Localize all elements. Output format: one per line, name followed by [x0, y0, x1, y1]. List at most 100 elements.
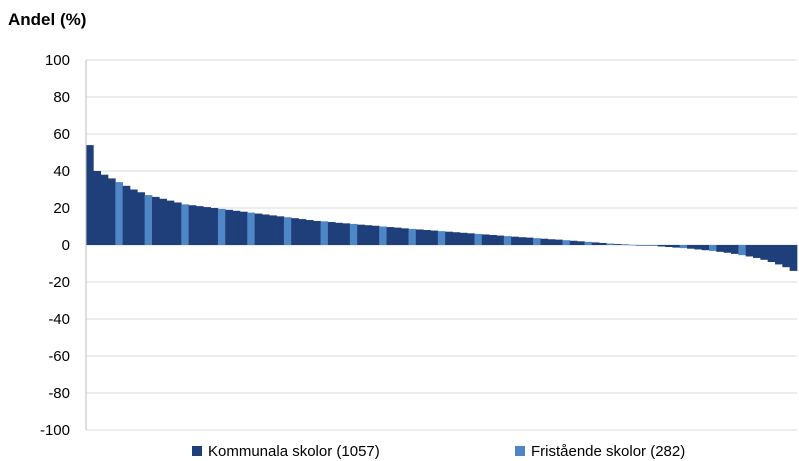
bar	[291, 218, 299, 245]
bar	[731, 245, 739, 254]
bar	[782, 245, 791, 268]
bar	[452, 232, 461, 245]
bar	[533, 238, 541, 245]
bar	[621, 244, 629, 246]
y-tick-label: 0	[62, 237, 70, 254]
bar	[628, 244, 637, 246]
bar	[760, 245, 769, 260]
y-tick-labels: 100 80 60 40 20 0 -20 -40 -60 -80 -100	[40, 52, 70, 439]
bar	[723, 245, 732, 253]
bar	[745, 245, 754, 257]
bar	[577, 241, 585, 245]
bar	[709, 245, 717, 251]
bar	[137, 192, 145, 245]
bar	[775, 245, 783, 265]
bar	[599, 242, 607, 245]
bar	[203, 207, 211, 245]
bar	[511, 236, 519, 245]
bar	[738, 245, 747, 256]
bar	[701, 245, 710, 251]
bar	[415, 229, 424, 245]
bar	[320, 221, 329, 245]
legend: Kommunala skolor (1057) Fristående skolo…	[192, 443, 685, 460]
legend-label-kommunala: Kommunala skolor (1057)	[208, 443, 380, 460]
bar	[144, 195, 153, 245]
bar	[151, 196, 160, 245]
bar	[437, 231, 446, 245]
bar	[93, 171, 102, 245]
legend-swatch-fristaende	[515, 446, 525, 456]
bar	[313, 220, 321, 245]
bar	[503, 236, 512, 245]
bar	[540, 238, 549, 245]
bar	[408, 228, 417, 245]
y-tick-label: -100	[40, 422, 70, 439]
bar	[401, 228, 409, 245]
bar	[122, 185, 131, 245]
y-tick-label: -20	[48, 274, 70, 291]
bar	[276, 216, 285, 245]
bar	[423, 230, 431, 245]
y-tick-label: 20	[53, 200, 70, 217]
bar	[129, 189, 138, 245]
bar	[555, 239, 563, 245]
bar	[335, 222, 343, 245]
bar	[606, 243, 615, 245]
bar	[107, 178, 116, 245]
bar	[269, 215, 277, 245]
y-tick-label: -80	[48, 385, 70, 402]
bar	[665, 245, 673, 248]
bar	[181, 204, 189, 245]
y-tick-label: 40	[53, 163, 70, 180]
bar	[261, 214, 270, 245]
bar	[753, 245, 761, 258]
y-tick-label: 100	[45, 52, 70, 69]
bar	[364, 225, 373, 245]
bar	[159, 198, 167, 245]
bar	[650, 245, 659, 246]
bar	[716, 245, 725, 252]
bar	[115, 182, 123, 245]
bar	[357, 224, 365, 245]
bar	[100, 174, 109, 245]
bar	[239, 211, 248, 245]
bar	[518, 237, 527, 245]
y-tick-label: 80	[53, 89, 70, 106]
bar	[298, 219, 307, 245]
bar	[481, 234, 490, 245]
bar	[459, 232, 468, 245]
bar	[305, 220, 314, 245]
bar	[327, 222, 336, 245]
bar	[643, 245, 651, 246]
bar	[283, 217, 292, 245]
bar	[225, 209, 233, 245]
bar	[569, 240, 578, 245]
bar	[86, 145, 94, 245]
bar	[188, 205, 197, 245]
bar	[386, 227, 395, 245]
legend-swatch-kommunala	[192, 446, 202, 456]
bar	[445, 231, 453, 245]
bar	[173, 202, 182, 245]
bar	[525, 237, 534, 245]
bar	[210, 208, 219, 245]
bar	[672, 245, 681, 248]
bar	[591, 242, 600, 245]
bar	[430, 230, 439, 245]
bar	[613, 244, 622, 245]
legend-label-fristaende: Fristående skolor (282)	[531, 443, 685, 460]
bar	[694, 245, 703, 250]
bars	[86, 145, 798, 271]
bar	[342, 223, 351, 245]
bar	[254, 213, 263, 245]
bar	[379, 226, 387, 245]
bar	[371, 225, 380, 245]
bar	[349, 223, 358, 245]
bar	[467, 233, 475, 245]
y-tick-label: 60	[53, 126, 70, 143]
bar	[562, 240, 571, 245]
bar	[247, 212, 255, 245]
bar	[789, 245, 798, 271]
bar	[547, 239, 556, 245]
